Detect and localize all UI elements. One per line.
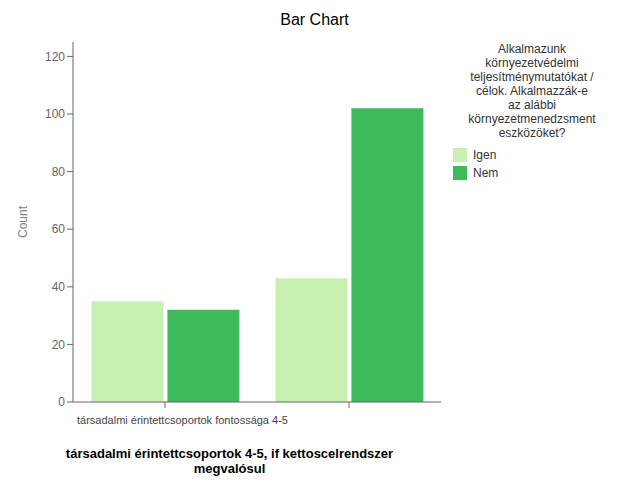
svg-text:60: 60	[52, 222, 66, 236]
svg-text:120: 120	[45, 50, 65, 64]
svg-text:80: 80	[52, 165, 66, 179]
svg-text:100: 100	[45, 107, 65, 121]
svg-text:0: 0	[58, 395, 65, 409]
html-text:Igen: Igen	[473, 148, 497, 162]
svg-text:20: 20	[52, 338, 66, 352]
svg-text:Count: Count	[16, 205, 30, 238]
html-text:Alkalmazunk környezetvédelmi t: Alkalmazunk környezetvédelmi teljesítmén…	[468, 42, 596, 140]
svg-text:társadalmi érintettcsoportok f: társadalmi érintettcsoportok fontossága …	[77, 414, 288, 426]
html-text:Bar Chart: Bar Chart	[280, 11, 349, 28]
html-text:Nem: Nem	[473, 166, 499, 180]
svg-text:40: 40	[52, 280, 66, 294]
html-text:társadalmi érintettcsoportok 4: társadalmi érintettcsoportok 4-5, if ket…	[65, 446, 394, 476]
